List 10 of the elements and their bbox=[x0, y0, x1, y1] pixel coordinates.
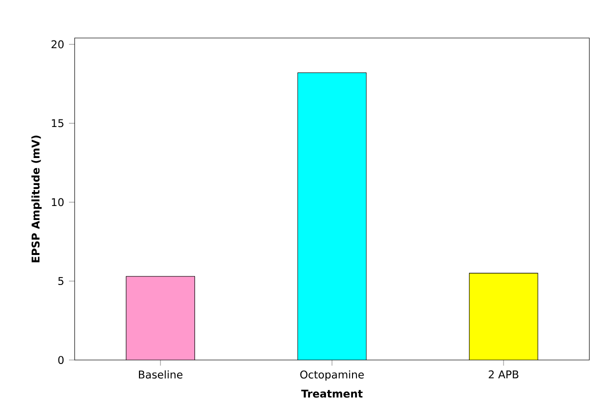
y-tick-label: 10 bbox=[52, 198, 64, 206]
y-tick-label: 15 bbox=[52, 119, 64, 128]
y-tick-label: 5 bbox=[58, 277, 64, 286]
y-tick-label: 20 bbox=[52, 40, 64, 48]
x-axis-title: Treatment bbox=[301, 390, 363, 398]
x-tick-label: 2 APB bbox=[488, 370, 518, 378]
x-tick-label: Baseline bbox=[138, 370, 182, 379]
y-tick-label: 0 bbox=[58, 356, 64, 364]
x-tick-label: Octopamine bbox=[300, 370, 364, 381]
y-axis-title: EPSP Amplitude (mV) bbox=[31, 136, 42, 262]
